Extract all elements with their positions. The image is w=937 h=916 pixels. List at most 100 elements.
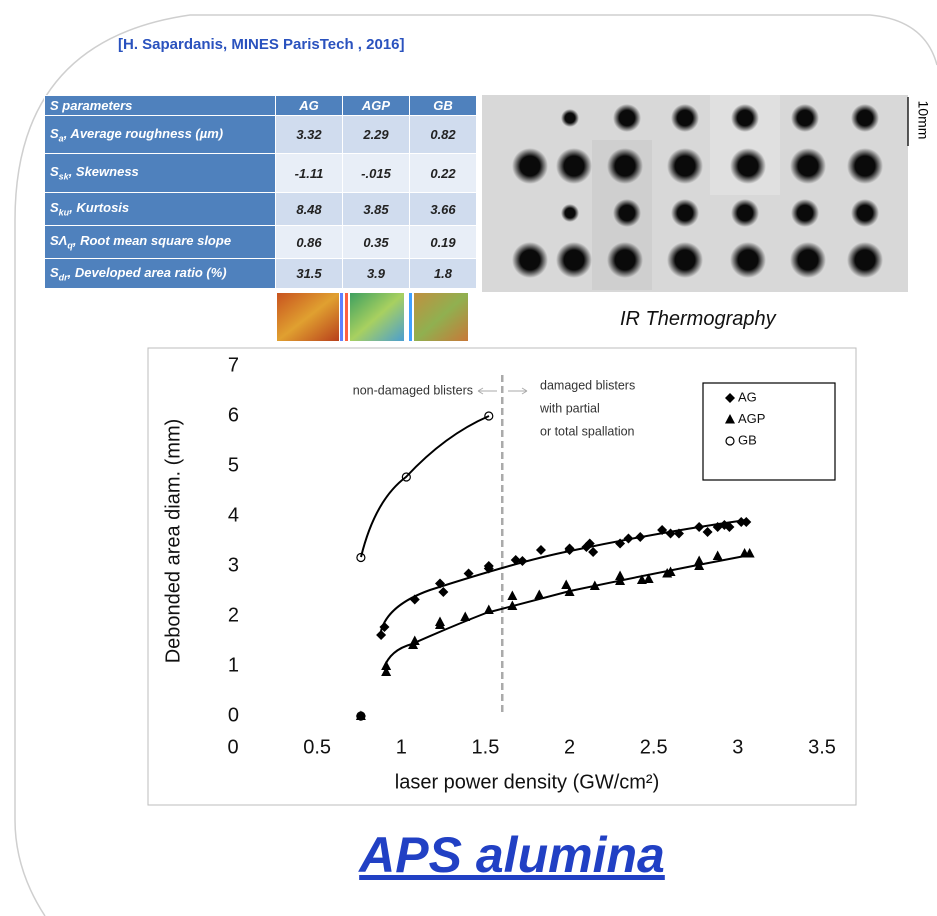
y-tick-label: 5: [228, 454, 239, 476]
parameter-description: , Skewness: [68, 164, 139, 180]
ir-spot: [607, 242, 643, 278]
parameter-cell: SΛq, Root mean square slope: [44, 225, 276, 259]
y-tick-label: 6: [228, 404, 239, 426]
x-tick-label: 3.5: [808, 736, 836, 758]
legend-box: [702, 382, 836, 481]
table-header-cell: AGP: [342, 95, 410, 116]
data-point: [355, 710, 366, 720]
parameter-symbol: SΛ: [50, 233, 68, 249]
y-tick-label: 7: [228, 354, 239, 376]
parameter-subscript: q: [67, 240, 73, 251]
ir-spot: [512, 242, 548, 278]
ir-spot: [667, 242, 703, 278]
data-point: [376, 630, 387, 640]
y-tick-label: 3: [228, 554, 239, 576]
trend-curve: [383, 554, 751, 669]
data-point: [356, 711, 366, 721]
ir-spot: [607, 148, 643, 184]
legend-marker: [725, 436, 735, 446]
y-tick-label: 2: [228, 604, 239, 626]
table-header-cell: GB: [409, 95, 477, 116]
y-axis-title: Debonded area diam. (mm): [162, 419, 184, 664]
table-cell: -.015: [342, 153, 410, 193]
ir-spot: [847, 148, 883, 184]
ir-spot: [790, 242, 826, 278]
table-cell: 3.85: [342, 192, 410, 226]
table-cell: 3.66: [409, 192, 477, 226]
data-point: [588, 547, 599, 557]
data-point: [507, 590, 518, 600]
ir-spot: [730, 242, 766, 278]
data-point: [643, 573, 654, 583]
table-cell: 0.86: [275, 225, 343, 259]
parameter-subscript: dr: [58, 272, 68, 283]
parameter-description: , Average roughness (µm): [63, 125, 224, 141]
parameter-subscript: a: [58, 133, 64, 144]
x-axis-title: laser power density (GW/cm²): [395, 771, 660, 793]
table-cell: 1.8: [409, 258, 477, 289]
parameter-symbol: S: [50, 264, 59, 280]
arrow-head: [477, 387, 484, 395]
table-header-row: S parameters AG AGP GB: [44, 95, 477, 116]
table-cell: 8.48: [275, 192, 343, 226]
annotation: with partial: [539, 401, 600, 415]
data-point: [535, 545, 546, 555]
parameter-cell: Sa, Average roughness (µm): [44, 115, 276, 154]
ir-spot: [556, 148, 592, 184]
parameter-symbol: S: [50, 164, 59, 180]
data-point: [381, 666, 392, 676]
y-tick-label: 0: [228, 704, 239, 726]
table-cell: 0.35: [342, 225, 410, 259]
ir-spot: [851, 104, 879, 132]
ir-caption: IR Thermography: [620, 308, 776, 330]
table-cell: 2.29: [342, 115, 410, 154]
y-tick-label: 4: [228, 504, 239, 526]
ir-spot: [667, 148, 703, 184]
ir-spot: [613, 104, 641, 132]
legend-marker: [725, 393, 735, 403]
slide-border: [14, 14, 937, 916]
data-point: [438, 587, 449, 597]
ir-spot: [613, 199, 641, 227]
y-tick-label: 1: [228, 654, 239, 676]
table-row: Sdr, Developed area ratio (%) 31.5 3.9 1.8: [44, 258, 477, 289]
trend-curve: [380, 519, 747, 632]
ir-spot: [561, 204, 579, 222]
data-point: [561, 579, 572, 589]
table-cell: 0.82: [409, 115, 477, 154]
annotation: non-damaged blisters: [353, 383, 473, 397]
table-row: Sa, Average roughness (µm) 3.32 2.29 0.82: [44, 115, 477, 154]
ir-spot: [851, 199, 879, 227]
table-row: Ssk, Skewness -1.11 -.015 0.22: [44, 153, 477, 193]
data-point: [702, 527, 713, 537]
parameter-description: , Kurtosis: [69, 200, 130, 216]
legend-marker: [725, 414, 735, 424]
annotation: damaged blisters: [540, 378, 635, 392]
data-point: [534, 589, 545, 599]
parameter-subscript: sk: [58, 171, 69, 182]
x-tick-label: 1: [396, 736, 407, 758]
data-point: [615, 570, 626, 580]
x-tick-label: 2: [564, 736, 575, 758]
trend-curve: [360, 415, 490, 558]
ir-spot: [512, 148, 548, 184]
parameter-cell: Sdr, Developed area ratio (%): [44, 258, 276, 289]
annotation: or total spallation: [540, 424, 635, 438]
parameter-description: , Root mean square slope: [72, 233, 232, 249]
legend-label: GB: [738, 432, 757, 447]
ir-spot: [847, 242, 883, 278]
ir-spot: [671, 104, 699, 132]
ir-spot: [790, 148, 826, 184]
parameter-subscript: ku: [58, 207, 70, 218]
table-cell: 0.22: [409, 153, 477, 193]
parameter-cell: Ssk, Skewness: [44, 153, 276, 193]
ir-thermography-image: [482, 95, 908, 292]
legend-label: AGP: [738, 411, 765, 426]
ir-spot: [731, 104, 759, 132]
ir-spot: [791, 104, 819, 132]
data-point: [463, 568, 474, 579]
parameter-cell: Sku, Kurtosis: [44, 192, 276, 226]
ir-spot: [730, 148, 766, 184]
